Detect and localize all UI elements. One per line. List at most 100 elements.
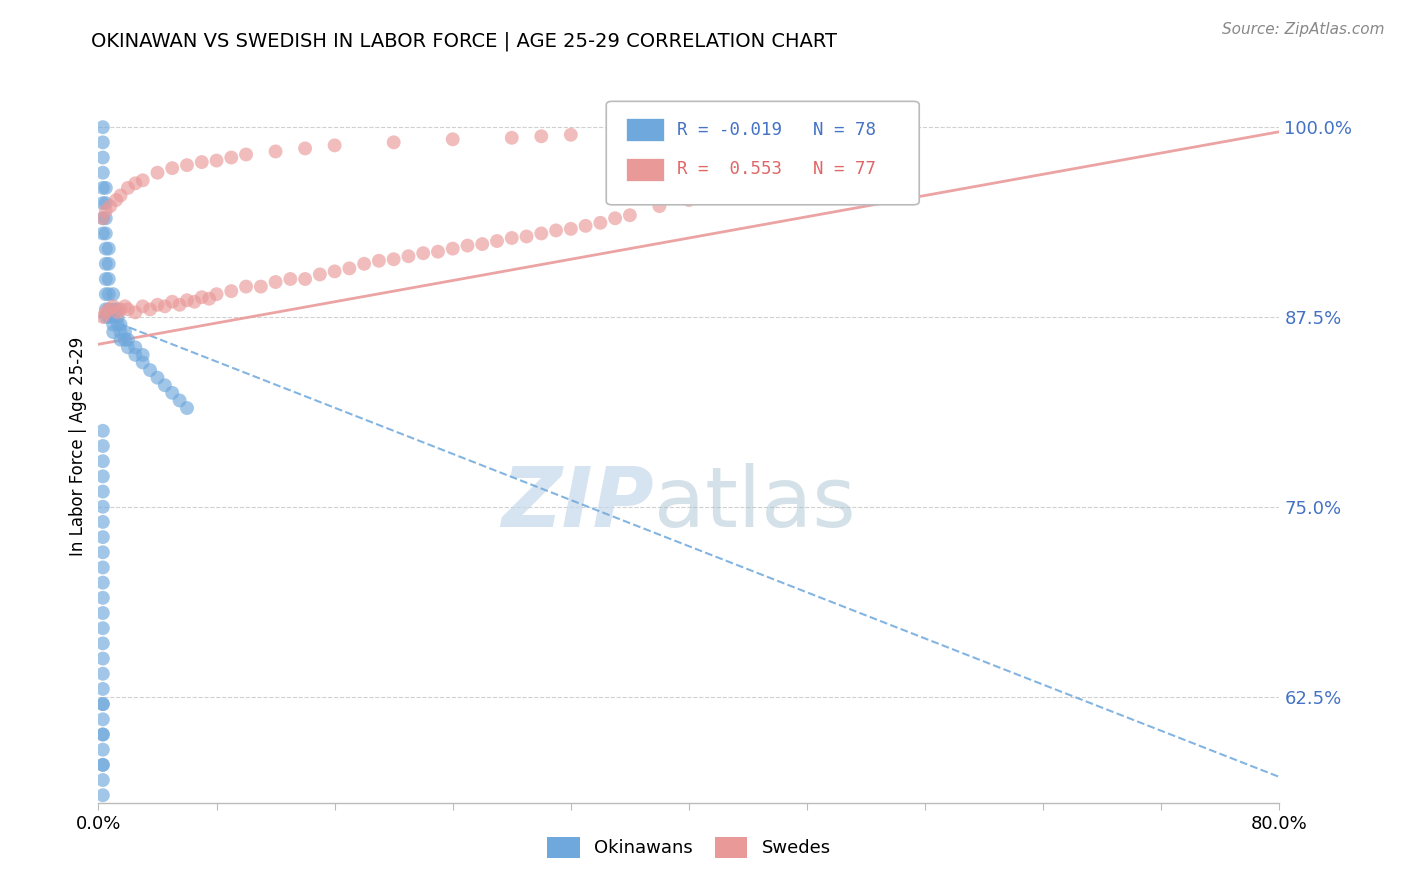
Point — [103, 325, 125, 339]
Point — [91, 166, 114, 180]
Point — [146, 298, 169, 312]
Point — [97, 302, 120, 317]
Point — [221, 284, 243, 298]
Text: R =  0.553: R = 0.553 — [678, 161, 782, 178]
Point — [97, 310, 120, 324]
Point — [235, 279, 257, 293]
Point — [110, 302, 132, 317]
Point — [398, 249, 420, 263]
Point — [176, 401, 198, 415]
Point — [368, 253, 391, 268]
Point — [176, 158, 198, 172]
Point — [546, 223, 568, 237]
Point — [91, 120, 114, 135]
Point — [91, 310, 114, 324]
Text: N = 77: N = 77 — [813, 161, 876, 178]
Point — [309, 268, 332, 282]
Point — [114, 333, 136, 347]
Point — [94, 272, 117, 286]
Point — [103, 310, 125, 324]
Point — [486, 234, 509, 248]
Point — [191, 155, 214, 169]
Point — [91, 742, 114, 756]
Point — [91, 712, 114, 726]
Point — [183, 294, 205, 309]
Point — [94, 257, 117, 271]
Point — [107, 310, 129, 324]
Point — [91, 439, 114, 453]
Y-axis label: In Labor Force | Age 25-29: In Labor Force | Age 25-29 — [69, 336, 87, 556]
Point — [97, 272, 120, 286]
Point — [162, 161, 183, 176]
Point — [103, 318, 125, 332]
Text: ZIP: ZIP — [501, 463, 654, 543]
Text: Source: ZipAtlas.com: Source: ZipAtlas.com — [1222, 22, 1385, 37]
Point — [619, 208, 641, 222]
Point — [103, 302, 125, 317]
Point — [91, 227, 114, 241]
Point — [91, 515, 114, 529]
Point — [153, 378, 176, 392]
Point — [94, 310, 117, 324]
Point — [323, 264, 346, 278]
Point — [97, 302, 120, 317]
Point — [441, 132, 464, 146]
Point — [114, 299, 136, 313]
Point — [94, 242, 117, 256]
Point — [91, 181, 114, 195]
Point — [103, 299, 125, 313]
Point — [264, 275, 287, 289]
Point — [516, 229, 538, 244]
Point — [110, 318, 132, 332]
Text: atlas: atlas — [654, 463, 855, 543]
Point — [91, 211, 114, 226]
Point — [117, 340, 139, 354]
Point — [98, 199, 121, 213]
FancyBboxPatch shape — [606, 102, 920, 205]
Point — [91, 196, 114, 211]
Point — [169, 298, 191, 312]
Point — [124, 340, 146, 354]
Point — [91, 211, 114, 226]
Point — [103, 287, 125, 301]
Text: OKINAWAN VS SWEDISH IN LABOR FORCE | AGE 25-29 CORRELATION CHART: OKINAWAN VS SWEDISH IN LABOR FORCE | AGE… — [91, 31, 838, 51]
Point — [427, 244, 450, 259]
Point — [91, 651, 114, 665]
Point — [94, 305, 117, 319]
Point — [648, 125, 671, 139]
Point — [91, 560, 114, 574]
Point — [146, 370, 169, 384]
Point — [132, 348, 155, 362]
Point — [110, 333, 132, 347]
Point — [560, 222, 582, 236]
Point — [107, 318, 129, 332]
Point — [132, 173, 155, 187]
Point — [91, 530, 114, 544]
Point — [605, 211, 627, 226]
Point — [94, 211, 117, 226]
Point — [264, 145, 287, 159]
Point — [153, 299, 176, 313]
Point — [97, 287, 120, 301]
Point — [91, 666, 114, 681]
Point — [94, 287, 117, 301]
Point — [107, 302, 129, 317]
Point — [139, 363, 162, 377]
Point — [589, 216, 612, 230]
Point — [530, 129, 553, 144]
Point — [353, 257, 375, 271]
Point — [91, 772, 114, 787]
Point — [91, 636, 114, 650]
Point — [382, 136, 405, 150]
Point — [205, 287, 228, 301]
Point — [605, 126, 627, 140]
Legend: Okinawans, Swedes: Okinawans, Swedes — [540, 830, 838, 865]
Point — [91, 424, 114, 438]
Point — [117, 302, 139, 317]
Point — [124, 305, 146, 319]
Point — [132, 299, 155, 313]
Point — [250, 279, 273, 293]
Point — [575, 219, 598, 233]
FancyBboxPatch shape — [626, 119, 664, 141]
Point — [91, 500, 114, 514]
